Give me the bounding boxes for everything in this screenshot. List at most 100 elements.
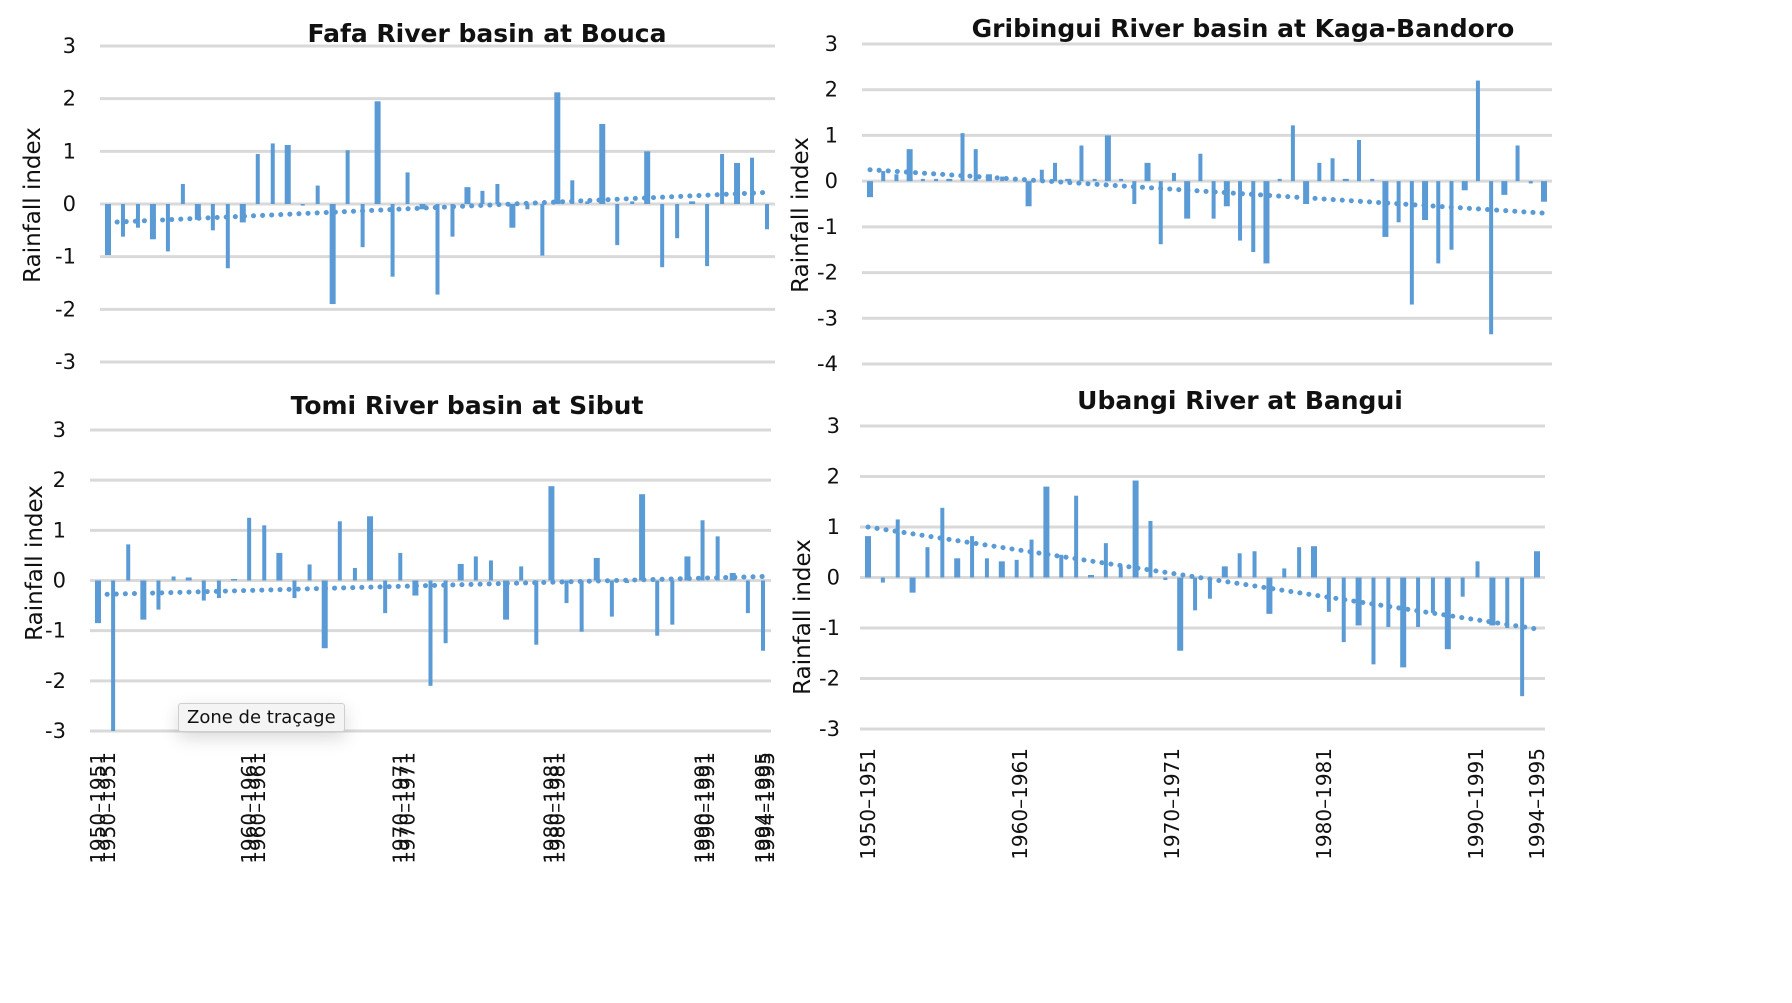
bar xyxy=(156,580,161,610)
bar xyxy=(1211,181,1216,219)
bar xyxy=(239,204,246,223)
bar xyxy=(225,204,230,269)
y-tick-label: 1 xyxy=(825,123,838,147)
bar xyxy=(255,153,260,204)
x-tick-label: 1990–1991 xyxy=(691,752,715,864)
x-tick-label: 1994–1995 xyxy=(755,752,779,864)
bar xyxy=(1132,480,1139,578)
bar xyxy=(1341,577,1346,643)
bar xyxy=(360,204,365,248)
bar xyxy=(300,204,305,206)
y-tick-label: -3 xyxy=(55,350,76,374)
y-tick-label: -4 xyxy=(817,352,838,376)
bar xyxy=(1251,181,1256,252)
y-tick-label: 0 xyxy=(825,169,838,193)
bar xyxy=(639,494,646,581)
bar xyxy=(1317,162,1322,182)
bar xyxy=(284,145,291,204)
bar xyxy=(1430,577,1435,613)
bar xyxy=(390,204,395,277)
bar xyxy=(946,178,953,182)
bar xyxy=(1198,153,1203,182)
bar xyxy=(1277,178,1282,182)
bar xyxy=(1059,554,1064,578)
bar xyxy=(1282,568,1287,578)
y-axis-label: Rainfall index xyxy=(788,137,814,293)
bar xyxy=(329,204,336,305)
bar xyxy=(95,580,101,624)
bar xyxy=(973,149,978,182)
y-tick-label: 0 xyxy=(53,569,66,593)
bar xyxy=(1489,577,1496,626)
x-tick-label: 1990–1991 xyxy=(1464,748,1488,860)
bar xyxy=(1065,178,1072,182)
x-tick-label: 1970–1971 xyxy=(396,752,420,864)
bar xyxy=(165,204,170,252)
bar xyxy=(1416,577,1421,627)
chart-title: Ubangi River at Bangui xyxy=(1077,386,1403,415)
bar xyxy=(954,558,961,578)
bar xyxy=(1409,181,1414,305)
x-tick-label: 1990–1991 xyxy=(695,752,719,864)
bar xyxy=(1297,547,1302,578)
bar xyxy=(1193,577,1198,611)
bar xyxy=(185,577,192,581)
bar xyxy=(1118,566,1123,578)
bar xyxy=(940,507,945,578)
bar xyxy=(644,151,651,204)
x-tick-label: 1980–1981 xyxy=(545,752,569,864)
bar xyxy=(398,552,403,581)
bar xyxy=(307,564,312,581)
y-tick-label: -2 xyxy=(817,261,838,285)
bar xyxy=(374,101,381,204)
y-tick-label: -1 xyxy=(45,619,66,643)
bar xyxy=(1266,577,1273,614)
bar xyxy=(345,150,350,204)
y-tick-label: -2 xyxy=(45,669,66,693)
y-tick-label: -3 xyxy=(45,719,66,743)
bar xyxy=(1000,176,1005,182)
bar xyxy=(1144,162,1151,182)
bar xyxy=(630,201,635,204)
bar xyxy=(321,580,328,649)
y-tick-label: 2 xyxy=(825,78,838,102)
bar xyxy=(599,123,606,204)
bar xyxy=(111,580,116,731)
bar xyxy=(1475,561,1480,578)
bar xyxy=(140,580,147,620)
trendline xyxy=(105,189,770,225)
trendline xyxy=(865,524,1540,632)
bar xyxy=(1541,181,1547,202)
bar xyxy=(120,204,125,237)
y-tick-label: -3 xyxy=(819,717,840,741)
bar xyxy=(1148,520,1153,578)
bar xyxy=(247,517,252,581)
bar xyxy=(1489,181,1494,335)
bar xyxy=(1171,172,1176,182)
bar xyxy=(1039,169,1044,182)
chart-tomi: Tomi River basin at Sibut 3 2 1 0 -1 -2 -3 Rainf… xyxy=(22,391,775,864)
y-tick-label: 1 xyxy=(53,518,66,542)
bar xyxy=(216,580,221,599)
bar xyxy=(1505,577,1510,628)
bar xyxy=(171,576,176,581)
y-tick-label: 3 xyxy=(63,34,76,58)
bar xyxy=(231,578,238,581)
bar xyxy=(495,183,500,204)
bar xyxy=(570,180,575,204)
bar xyxy=(443,580,448,644)
bar xyxy=(464,187,471,204)
bar xyxy=(1382,181,1389,237)
y-tick-label: 3 xyxy=(825,32,838,56)
bar xyxy=(1461,181,1468,191)
bar xyxy=(405,172,410,204)
bar xyxy=(1252,551,1257,578)
bar xyxy=(1263,181,1270,264)
bar xyxy=(660,204,665,268)
bar xyxy=(1534,551,1540,578)
bar xyxy=(684,556,691,581)
bar xyxy=(960,133,965,182)
bar xyxy=(865,536,871,578)
bar xyxy=(534,580,539,645)
bar xyxy=(1303,181,1310,204)
